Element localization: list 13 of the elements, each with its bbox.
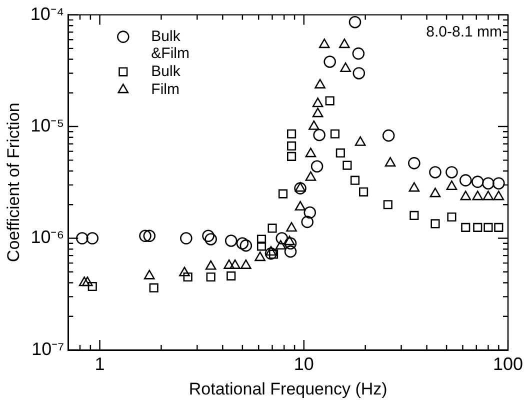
legend-label: Film xyxy=(151,80,180,98)
x-tick-label: 1 xyxy=(94,354,105,374)
x-tick-label: 10 xyxy=(294,354,314,374)
y-tick-label: 10⁻⁵ xyxy=(30,116,64,136)
y-tick-label: 10⁻⁴ xyxy=(30,4,64,24)
annotation: 8.0-8.1 mm xyxy=(426,23,502,40)
y-tick-label: 10⁻⁷ xyxy=(32,338,64,359)
x-tick-label: 100 xyxy=(492,354,524,374)
x-axis-title: Rotational Frequency (Hz) xyxy=(188,379,388,398)
y-tick-label: 10⁻⁶ xyxy=(30,227,64,248)
legend-label: Bulk xyxy=(151,62,181,80)
y-axis-title: Coefficient of Friction xyxy=(4,102,23,262)
legend-label: Bulk &Film xyxy=(151,28,190,62)
